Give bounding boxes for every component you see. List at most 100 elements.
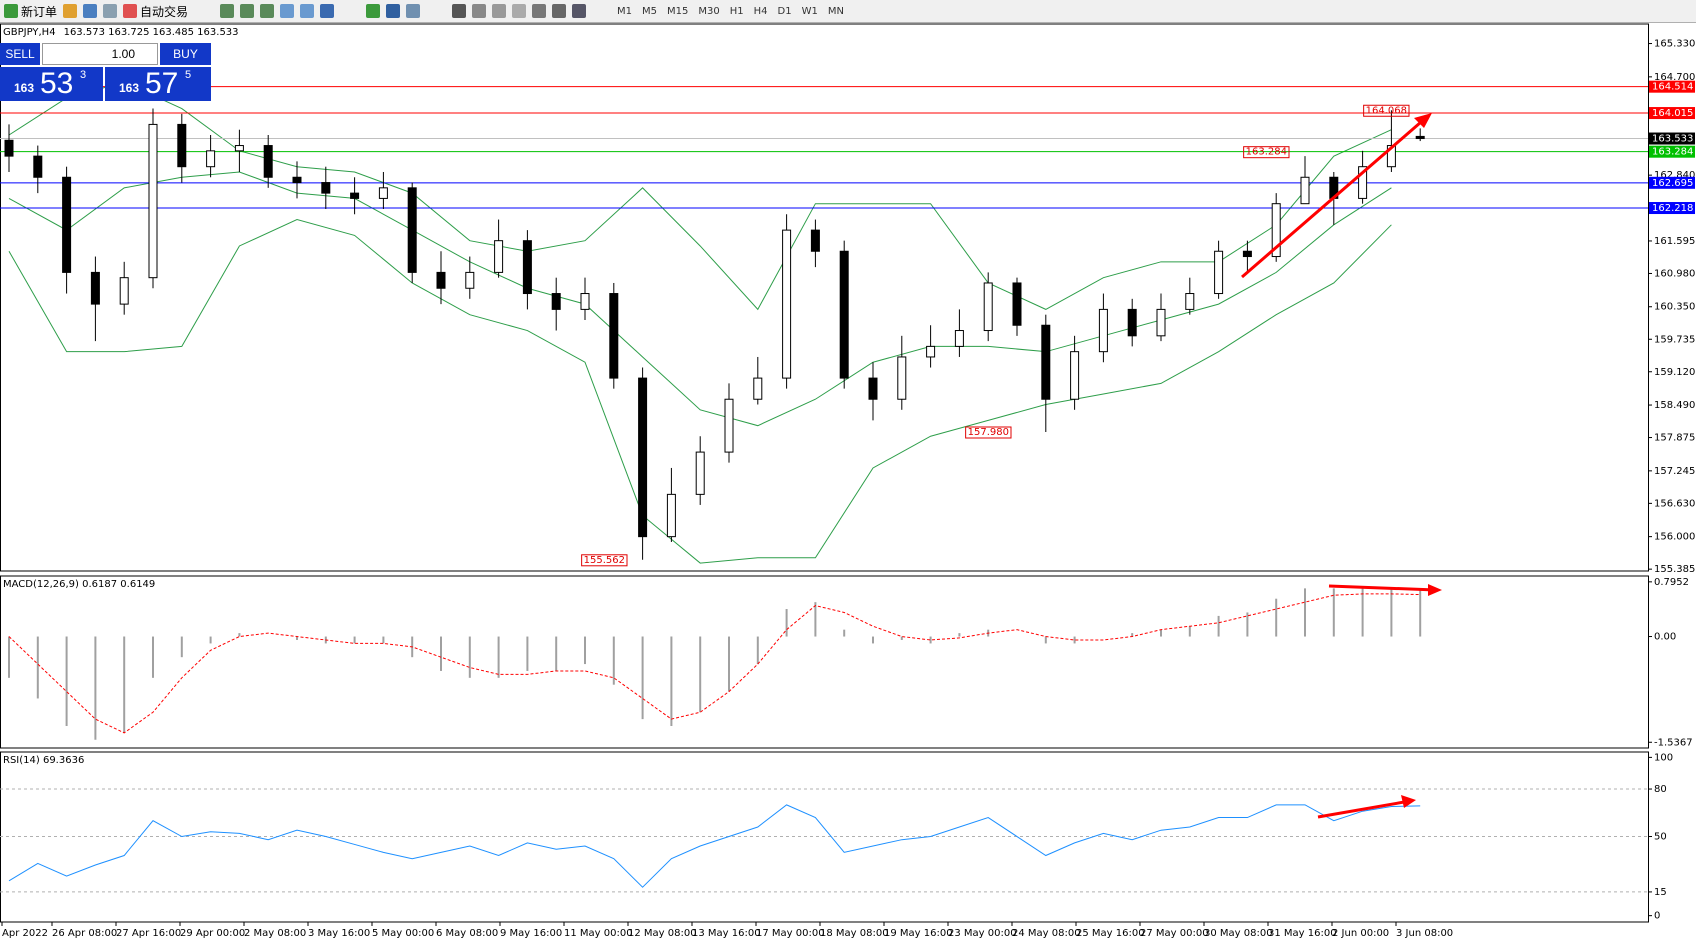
- ask-box[interactable]: 163 57 5: [105, 67, 211, 101]
- new-order-button[interactable]: 新订单: [4, 3, 57, 20]
- candle-body: [1156, 308, 1166, 337]
- timeframe-button[interactable]: MN: [827, 5, 844, 17]
- candle-body: [263, 145, 273, 178]
- y-tick-label: 157.875: [1654, 433, 1695, 444]
- candle-body: [522, 240, 532, 295]
- y-tick-label: 0.7952: [1654, 577, 1689, 588]
- candle-body: [782, 229, 792, 379]
- arrow-head: [1428, 584, 1442, 596]
- candle-body: [436, 271, 446, 289]
- price-tag-label: 164.514: [1652, 82, 1693, 93]
- y-tick-label: 159.120: [1654, 367, 1695, 378]
- icon[interactable]: [280, 4, 295, 18]
- icon[interactable]: [300, 4, 315, 18]
- price-annotation: 163.284: [1246, 147, 1287, 158]
- icon[interactable]: [260, 4, 275, 18]
- icon[interactable]: [552, 4, 567, 18]
- x-tick-label: 19 May 16:00: [884, 928, 953, 939]
- x-tick-label: 27 May 00:00: [1140, 928, 1209, 939]
- sell-button[interactable]: SELL: [0, 43, 40, 65]
- icon[interactable]: [492, 4, 507, 18]
- candle-body: [234, 145, 244, 152]
- price-tag: [1649, 145, 1695, 158]
- timeframe-button[interactable]: M30: [698, 5, 720, 17]
- icon[interactable]: [386, 4, 401, 18]
- icon[interactable]: [472, 4, 487, 18]
- bid-pips: 53: [40, 67, 74, 100]
- icon[interactable]: [83, 4, 98, 18]
- lot-input[interactable]: 1.00: [42, 43, 158, 65]
- icon[interactable]: [240, 4, 255, 18]
- candle-body: [321, 182, 331, 194]
- candle-body: [1185, 293, 1195, 310]
- timeframe-button[interactable]: H4: [753, 5, 768, 17]
- candle-body: [4, 139, 14, 157]
- y-tick-label: 50: [1654, 832, 1667, 843]
- icon[interactable]: [572, 4, 587, 18]
- candle-body: [1415, 135, 1425, 140]
- annotation-box: [1363, 104, 1410, 117]
- timeframe-button[interactable]: H1: [729, 5, 744, 17]
- x-tick-label: 25 May 16:00: [1076, 928, 1145, 939]
- y-tick-label: 0.00: [1654, 632, 1676, 643]
- icon[interactable]: [512, 4, 527, 18]
- icon[interactable]: [532, 4, 547, 18]
- trend-arrow: [1241, 114, 1429, 279]
- ask-pips: 57: [145, 67, 179, 100]
- panel-frame: [0, 575, 1649, 749]
- y-tick-label: 80: [1654, 784, 1667, 795]
- buy-button[interactable]: BUY: [160, 43, 211, 65]
- icon[interactable]: [406, 4, 421, 18]
- y-tick-label: 162.840: [1654, 170, 1695, 181]
- price-tag-label: 162.695: [1652, 178, 1693, 189]
- ask-big: 163: [119, 81, 140, 95]
- timeframe-button[interactable]: D1: [777, 5, 792, 17]
- panel-title: GBPJPY,H4: [3, 27, 56, 38]
- icon[interactable]: [452, 4, 467, 18]
- icon[interactable]: [103, 4, 118, 18]
- price-tag-label: 164.015: [1652, 108, 1693, 119]
- icon[interactable]: [320, 4, 335, 18]
- candle-body: [1127, 308, 1137, 337]
- candle-body: [148, 123, 158, 279]
- y-tick-label: 156.000: [1654, 532, 1695, 543]
- candle-body: [119, 277, 129, 305]
- y-tick-label: 159.735: [1654, 334, 1695, 345]
- icon[interactable]: [220, 4, 235, 18]
- candle-body: [666, 493, 676, 538]
- x-tick-label: 3 May 16:00: [308, 928, 370, 939]
- candle-body: [1098, 308, 1108, 353]
- y-tick-label: 164.700: [1654, 72, 1695, 83]
- x-tick-label: 3 Jun 08:00: [1396, 928, 1453, 939]
- bid-box[interactable]: 163 53 3: [0, 67, 103, 101]
- timeframe-button[interactable]: W1: [801, 5, 818, 17]
- candle-body: [90, 271, 100, 305]
- candle-body: [609, 293, 619, 379]
- y-tick-label: 165.330: [1654, 39, 1695, 50]
- x-tick-label: 26 Apr 08:00: [52, 928, 117, 939]
- background: [0, 23, 1696, 940]
- rsi-line: [8, 804, 1421, 888]
- candle-body: [1242, 250, 1252, 258]
- annotation-arrow: [1328, 584, 1437, 592]
- candle-body: [638, 377, 648, 538]
- one-click-trading: SELL 1.00 BUY 163 53 3 163 57 5: [0, 43, 211, 101]
- candle-body: [1300, 176, 1310, 205]
- x-tick-label: 2 May 08:00: [244, 928, 306, 939]
- x-tick-label: 29 Apr 00:00: [180, 928, 245, 939]
- bid-big: 163: [14, 81, 35, 95]
- timeframe-button[interactable]: M5: [642, 5, 658, 17]
- timeframe-button[interactable]: M15: [667, 5, 689, 17]
- annotation-arrow: [1317, 799, 1411, 819]
- timeframe-button[interactable]: M1: [617, 5, 633, 17]
- y-tick-label: 100: [1654, 752, 1673, 763]
- icon[interactable]: [63, 4, 78, 18]
- y-tick-label: 158.490: [1654, 400, 1695, 411]
- icon[interactable]: [366, 4, 381, 18]
- price-annotation: 155.562: [584, 555, 625, 566]
- timeframes: M1 M5 M15 M30 H1 H4 D1 W1 MN: [612, 6, 849, 17]
- x-tick-label: 24 May 08:00: [1012, 928, 1081, 939]
- y-tick-label: 15: [1654, 887, 1667, 898]
- candle-body: [1070, 351, 1080, 400]
- auto-trading-button[interactable]: 自动交易: [123, 3, 188, 20]
